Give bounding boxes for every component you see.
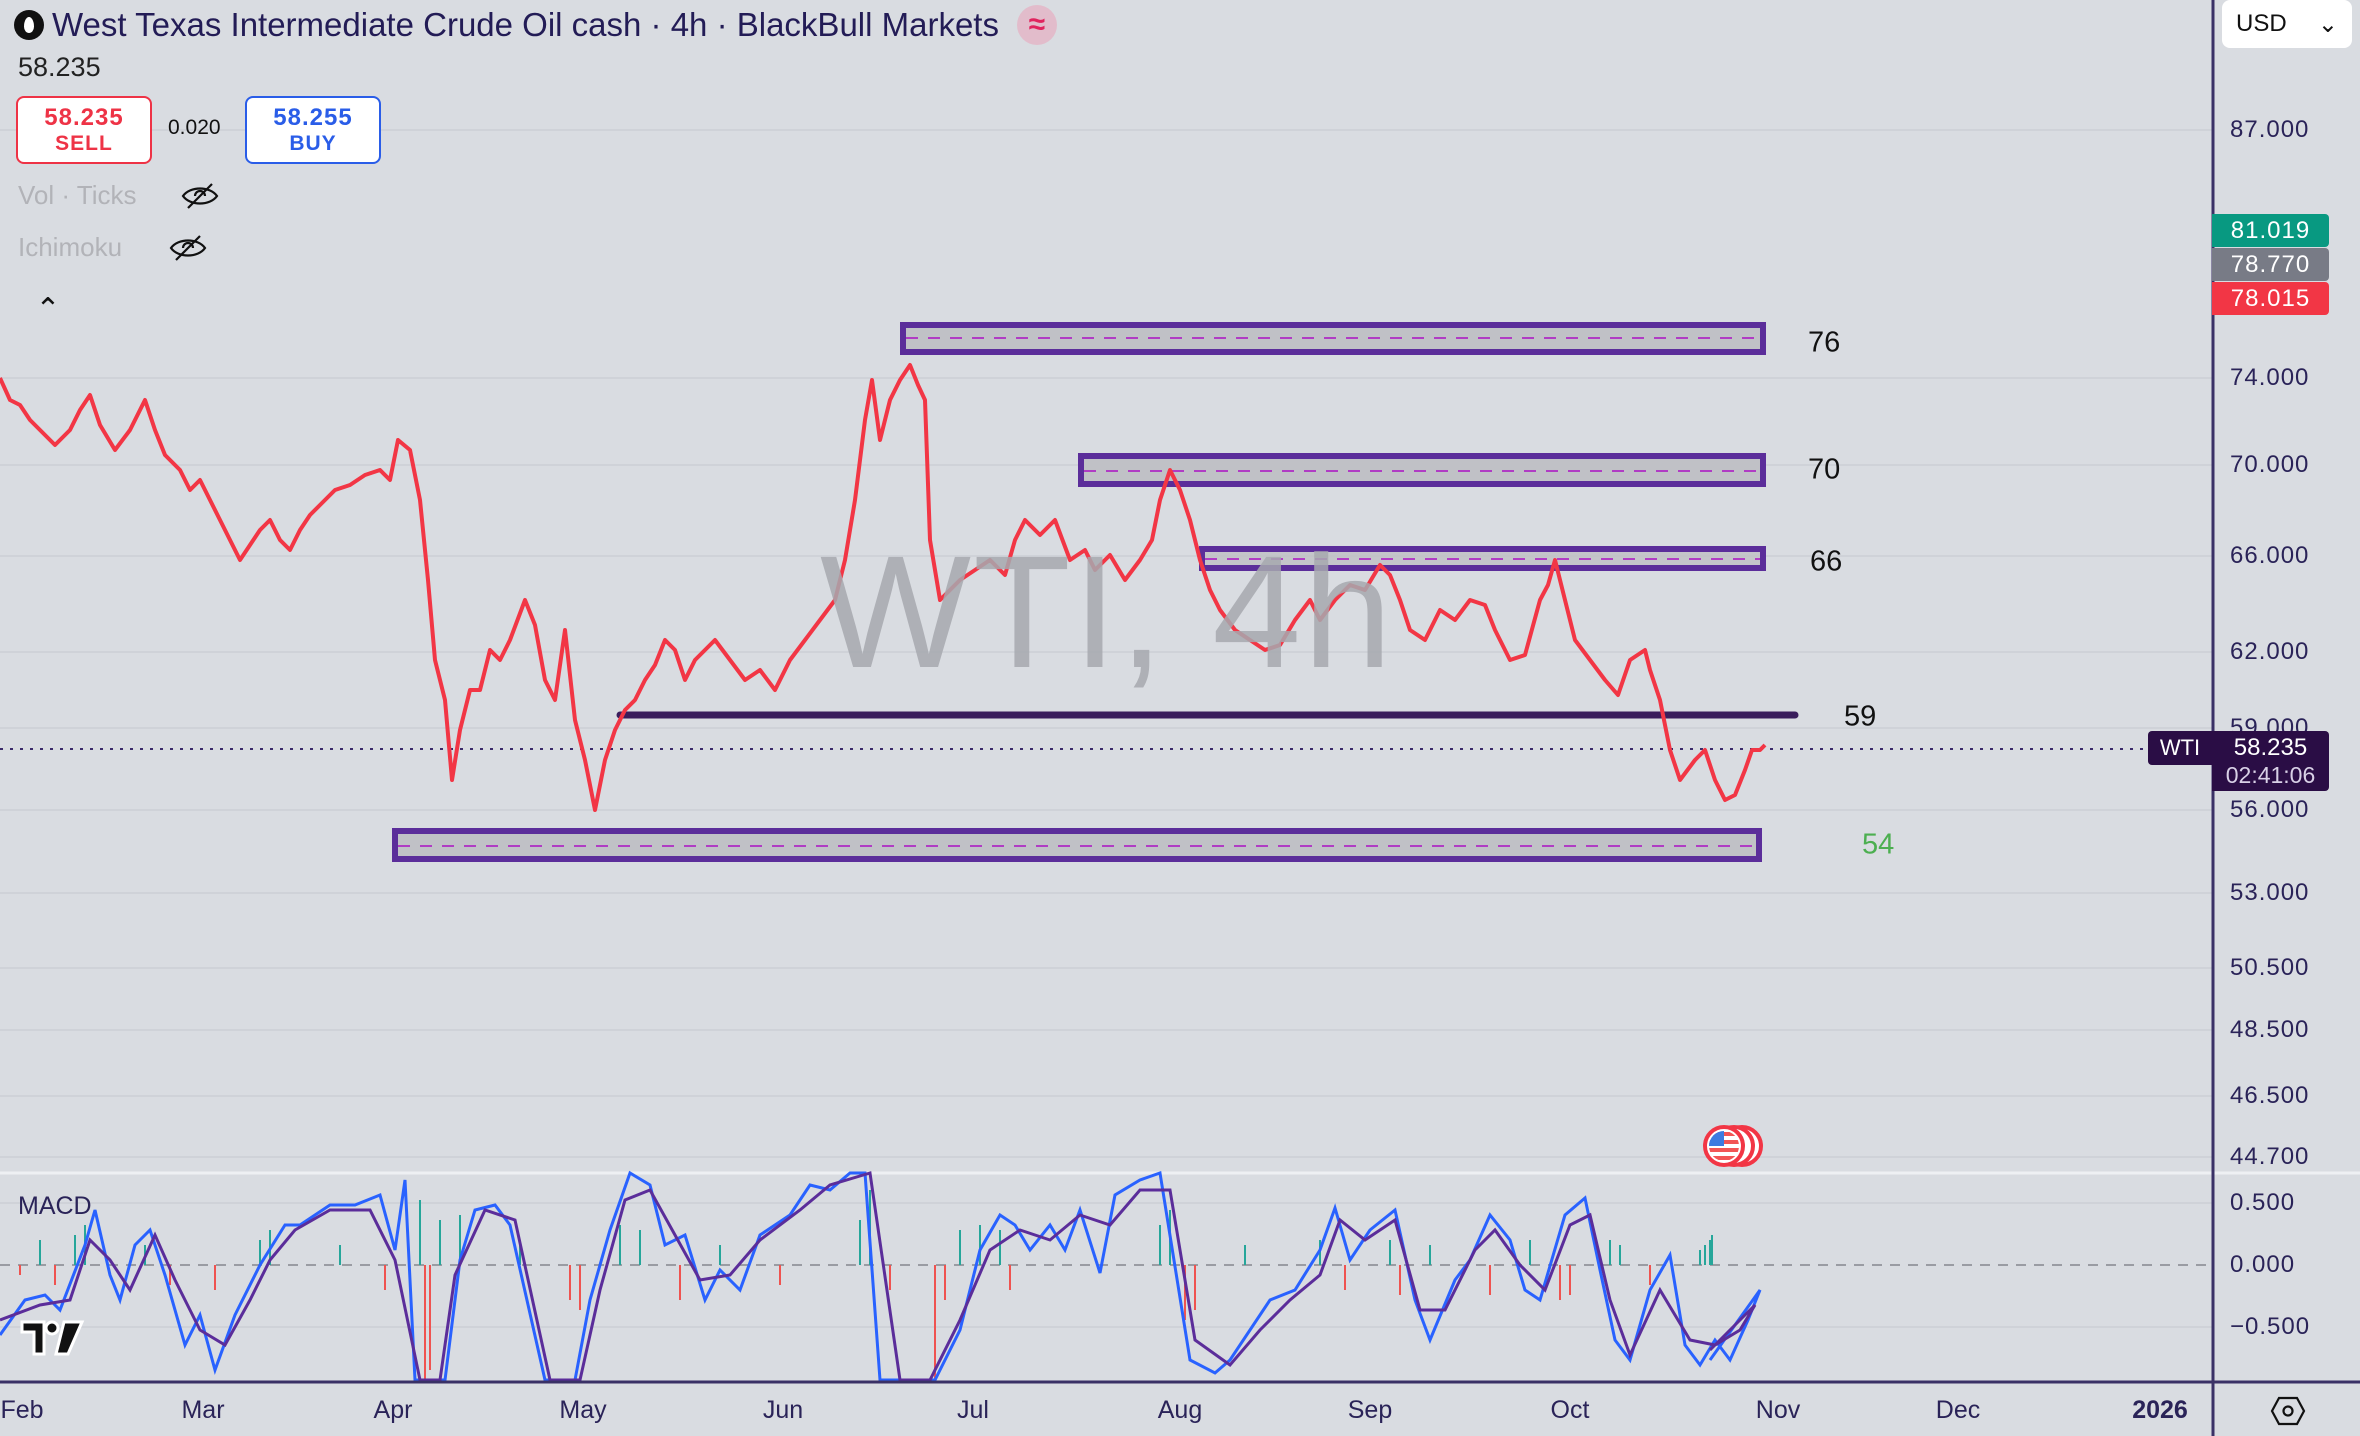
- price-tick: 62.000: [2230, 638, 2310, 665]
- market-status-wave-icon[interactable]: ≈: [1016, 5, 1057, 45]
- price-tag-high: 81.019: [2212, 214, 2329, 247]
- level-label-54: 54: [1862, 828, 1895, 861]
- chevron-down-icon: ⌄: [2317, 10, 2338, 38]
- macd-line: [0, 1170, 1762, 1382]
- price-series: [0, 363, 1767, 812]
- time-tick-dec: Dec: [1935, 1396, 1981, 1424]
- sell-label: SELL: [55, 132, 113, 155]
- signal-line: [0, 1171, 1757, 1382]
- macd-histogram: [19, 1190, 1713, 1380]
- price-tag-mid: 78.770: [2212, 248, 2329, 281]
- symbol-tag: WTI: [2148, 731, 2212, 765]
- price-tick: 56.000: [2230, 796, 2310, 823]
- price-tick: 66.000: [2230, 542, 2310, 569]
- eye-off-icon[interactable]: [180, 182, 220, 210]
- zone-76: [900, 322, 1766, 355]
- buy-price: 58.255: [273, 104, 353, 131]
- time-tick-feb: Feb: [0, 1396, 44, 1424]
- macd-tick: −0.500: [2230, 1313, 2311, 1340]
- price-tick: 46.500: [2230, 1082, 2310, 1109]
- last-price: 58.235: [18, 52, 101, 82]
- level-label-70: 70: [1808, 453, 1841, 486]
- buy-label: BUY: [289, 132, 337, 155]
- zone-70: [1078, 453, 1766, 487]
- price-gridlines: [0, 129, 2212, 1158]
- eye-off-icon[interactable]: [168, 234, 208, 262]
- price-tick: 53.000: [2230, 879, 2310, 906]
- time-tick-apr: Apr: [373, 1396, 413, 1424]
- time-tick-jul: Jul: [957, 1396, 989, 1424]
- us-economic-events-icon[interactable]: [1696, 1122, 1766, 1170]
- price-tick: 44.700: [2230, 1143, 2310, 1170]
- tradingview-logo-icon[interactable]: [20, 1318, 86, 1358]
- macd-tick: 0.500: [2230, 1189, 2296, 1216]
- current-price: 58.235: [2233, 733, 2308, 761]
- chevron-up-icon: ⌃: [35, 292, 61, 326]
- macd-indicator-title[interactable]: MACD: [18, 1192, 92, 1220]
- zone-54: [392, 828, 1762, 862]
- currency-select[interactable]: USD ⌄: [2222, 0, 2352, 48]
- price-tick: 48.500: [2230, 1016, 2310, 1043]
- price-tick: 74.000: [2230, 364, 2310, 391]
- level-label-59: 59: [1844, 700, 1877, 733]
- time-tick-oct: Oct: [1550, 1396, 1590, 1424]
- symbol-watermark: WTI, 4h: [820, 522, 1395, 701]
- time-tick-aug: Aug: [1157, 1396, 1203, 1424]
- time-tick-year: 2026: [2132, 1396, 2188, 1424]
- price-tick: 50.500: [2230, 954, 2310, 981]
- collapse-legend-button[interactable]: ⌃: [18, 284, 78, 334]
- macd-tick: 0.000: [2230, 1251, 2296, 1278]
- time-tick-jun: Jun: [762, 1396, 804, 1424]
- price-tick: 87.000: [2230, 116, 2310, 143]
- currency-value: USD: [2236, 10, 2287, 37]
- spread-value: 0.020: [168, 116, 221, 139]
- indicator-vol-ticks[interactable]: Vol · Ticks: [18, 180, 220, 211]
- time-tick-nov: Nov: [1755, 1396, 1801, 1424]
- current-price-tag: 58.235 02:41:06: [2212, 731, 2329, 791]
- level-label-66: 66: [1810, 545, 1843, 578]
- bar-countdown: 02:41:06: [2225, 761, 2316, 788]
- symbol-title: West Texas Intermediate Crude Oil cash ·…: [52, 6, 999, 43]
- indicator-label: Vol · Ticks: [18, 180, 137, 210]
- indicator-label: Ichimoku: [18, 232, 123, 262]
- price-tick: 70.000: [2230, 451, 2310, 478]
- price-tag-low: 78.015: [2212, 282, 2329, 315]
- sell-price: 58.235: [44, 104, 124, 131]
- level-label-76: 76: [1808, 326, 1841, 359]
- time-tick-sep: Sep: [1347, 1396, 1393, 1424]
- buy-button[interactable]: 58.255 BUY: [245, 96, 381, 164]
- sell-button[interactable]: 58.235 SELL: [16, 96, 152, 164]
- time-tick-mar: Mar: [181, 1396, 225, 1424]
- zone-66: [1199, 546, 1766, 571]
- chart-settings-icon[interactable]: [2270, 1396, 2306, 1426]
- symbol-header[interactable]: West Texas Intermediate Crude Oil cash ·…: [14, 4, 1057, 46]
- time-tick-may: May: [559, 1396, 607, 1424]
- indicator-ichimoku[interactable]: Ichimoku: [18, 232, 208, 263]
- oil-drop-icon: [14, 10, 44, 40]
